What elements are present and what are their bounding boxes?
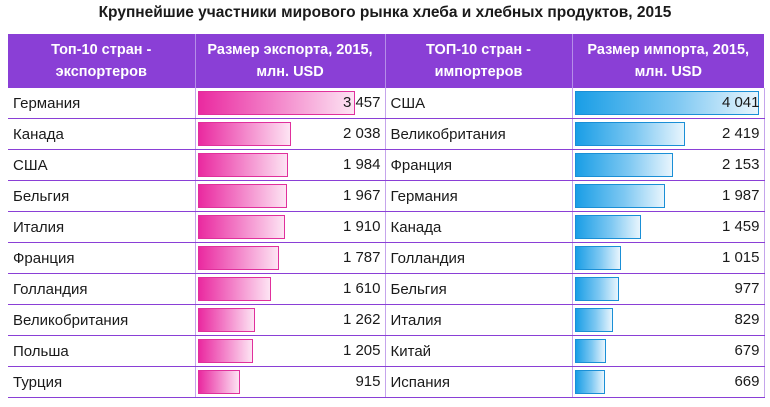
export-value-cell: 915	[195, 366, 386, 398]
export-value-cell: 1 910	[195, 211, 386, 243]
import-bar	[574, 215, 641, 239]
importer-country: Канада	[385, 211, 573, 243]
exporter-country: Великобритания	[8, 304, 196, 336]
import-value-label: 2 419	[721, 125, 760, 142]
header-exporters: Топ-10 стран - экспортеров	[8, 34, 196, 88]
exporter-country: Франция	[8, 242, 196, 274]
exporter-country: Бельгия	[8, 180, 196, 212]
import-value-label: 977	[734, 280, 760, 297]
export-bar	[197, 277, 271, 301]
export-bar	[197, 153, 288, 177]
import-value-cell: 829	[572, 304, 765, 336]
table-row: Голландия 1 610 Бельгия 977	[8, 273, 765, 305]
import-value-label: 1 015	[721, 249, 760, 266]
importer-country: Китай	[385, 335, 573, 367]
table-header-row: Топ-10 стран - экспортеров Размер экспор…	[8, 34, 764, 88]
table-row: США 1 984 Франция 2 153	[8, 149, 765, 181]
exporter-country: Голландия	[8, 273, 196, 305]
table-row: Германия 3 457 США 4 041	[8, 88, 765, 119]
exporter-country: США	[8, 149, 196, 181]
importer-country: Испания	[385, 366, 573, 398]
importer-country: Бельгия	[385, 273, 573, 305]
export-value-label: 1 967	[342, 187, 381, 204]
import-value-label: 679	[734, 342, 760, 359]
exporter-country: Канада	[8, 118, 196, 150]
import-value-label: 1 987	[721, 187, 760, 204]
table-row: Франция 1 787 Голландия 1 015	[8, 242, 765, 274]
header-export-size: Размер экспорта, 2015, млн. USD	[195, 34, 386, 88]
export-value-label: 2 038	[342, 125, 381, 142]
import-value-cell: 1 459	[572, 211, 765, 243]
table-row: Великобритания 1 262 Италия 829	[8, 304, 765, 336]
table-row: Канада 2 038 Великобритания 2 419	[8, 118, 765, 150]
export-value-label: 1 205	[342, 342, 381, 359]
export-value-label: 1 984	[342, 156, 381, 173]
import-value-cell: 2 153	[572, 149, 765, 181]
export-value-label: 1 787	[342, 249, 381, 266]
import-value-cell: 4 041	[572, 88, 765, 119]
header-importers: ТОП-10 стран - импортеров	[385, 34, 573, 88]
export-value-label: 915	[355, 373, 381, 390]
import-value-label: 1 459	[721, 218, 760, 235]
import-value-cell: 977	[572, 273, 765, 305]
export-bar	[197, 370, 240, 394]
table-row: Италия 1 910 Канада 1 459	[8, 211, 765, 243]
exporter-country: Германия	[8, 88, 196, 119]
import-value-label: 2 153	[721, 156, 760, 173]
import-bar	[574, 153, 673, 177]
export-value-label: 1 610	[342, 280, 381, 297]
export-value-cell: 1 787	[195, 242, 386, 274]
import-value-cell: 1 987	[572, 180, 765, 212]
export-value-cell: 3 457	[195, 88, 386, 119]
export-bar	[197, 339, 253, 363]
import-bar	[574, 91, 759, 115]
import-bar	[574, 277, 619, 301]
export-value-label: 3 457	[342, 94, 381, 111]
table-row: Польша 1 205 Китай 679	[8, 335, 765, 367]
import-value-cell: 2 419	[572, 118, 765, 150]
import-value-label: 669	[734, 373, 760, 390]
exporter-country: Италия	[8, 211, 196, 243]
export-value-cell: 1 262	[195, 304, 386, 336]
chart-title: Крупнейшие участники мирового рынка хлеб…	[98, 4, 672, 21]
import-value-label: 4 041	[721, 94, 760, 111]
import-bar	[574, 308, 613, 332]
importer-country: Франция	[385, 149, 573, 181]
export-bar	[197, 215, 285, 239]
import-bar	[574, 184, 665, 208]
data-table: Топ-10 стран - экспортеров Размер экспор…	[8, 34, 765, 398]
export-value-cell: 1 205	[195, 335, 386, 367]
importer-country: Германия	[385, 180, 573, 212]
import-value-cell: 679	[572, 335, 765, 367]
export-value-cell: 1 610	[195, 273, 386, 305]
export-bar	[197, 91, 355, 115]
table-row: Бельгия 1 967 Германия 1 987	[8, 180, 765, 212]
table-row: Турция 915 Испания 669	[8, 366, 765, 398]
import-bar	[574, 122, 685, 146]
import-bar	[574, 339, 606, 363]
export-value-cell: 1 984	[195, 149, 386, 181]
import-bar	[574, 246, 621, 270]
export-bar	[197, 122, 291, 146]
export-value-label: 1 262	[342, 311, 381, 328]
export-bar	[197, 184, 287, 208]
importer-country: Голландия	[385, 242, 573, 274]
export-value-label: 1 910	[342, 218, 381, 235]
import-bar	[574, 370, 605, 394]
export-value-cell: 2 038	[195, 118, 386, 150]
exporter-country: Польша	[8, 335, 196, 367]
exporter-country: Турция	[8, 366, 196, 398]
export-bar	[197, 308, 255, 332]
export-value-cell: 1 967	[195, 180, 386, 212]
import-value-cell: 1 015	[572, 242, 765, 274]
importer-country: Италия	[385, 304, 573, 336]
import-value-label: 829	[734, 311, 760, 328]
import-value-cell: 669	[572, 366, 765, 398]
importer-country: США	[385, 88, 573, 119]
export-bar	[197, 246, 279, 270]
importer-country: Великобритания	[385, 118, 573, 150]
header-import-size: Размер импорта, 2015, млн. USD	[572, 34, 764, 88]
